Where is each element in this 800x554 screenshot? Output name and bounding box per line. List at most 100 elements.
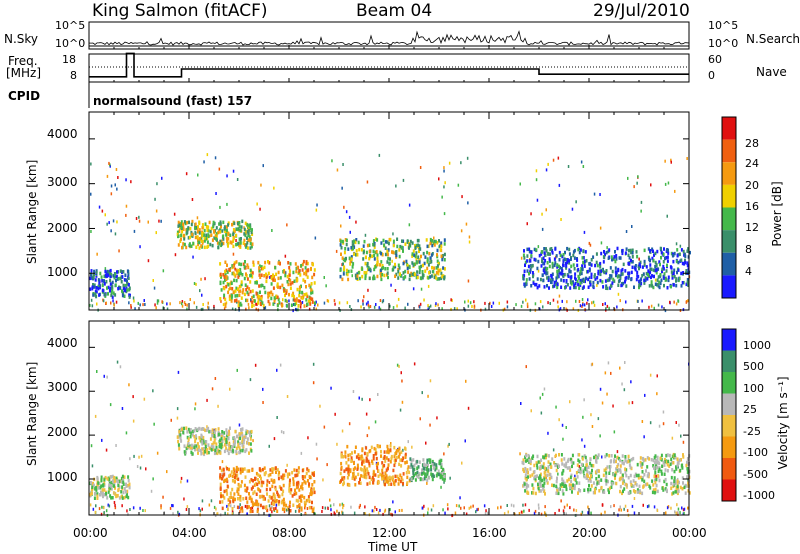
- panel1-echo-cell: [110, 480, 113, 485]
- panel0-echo-cell: [608, 278, 611, 282]
- panel1-ground-scatter: [333, 503, 335, 507]
- panel0-echo-cell: [187, 236, 190, 240]
- panel0-echo-cell: [122, 283, 125, 288]
- panel1-speckle: [425, 441, 427, 445]
- panel0-echo-cell: [638, 283, 641, 288]
- panel0-ground-scatter: [429, 304, 432, 308]
- panel1-echo-cell: [210, 444, 213, 449]
- panel0-echo-cell: [186, 228, 189, 232]
- panel1-echo-cell: [262, 495, 265, 499]
- panel0-ground-scatter: [525, 298, 527, 302]
- panel0-echo-cell: [240, 225, 243, 229]
- panel1-speckle: [525, 365, 527, 369]
- panel0-echo-cell: [109, 286, 112, 291]
- panel1-echo-cell: [661, 464, 664, 468]
- panel0-echo-cell: [524, 282, 527, 287]
- panel0-speckle: [526, 222, 528, 226]
- panel0-colorbar-segment: [722, 207, 736, 231]
- panel0-echo-cell: [240, 282, 243, 287]
- panel1-echo-cell: [524, 476, 527, 480]
- panel1-speckle: [109, 403, 112, 407]
- panel1-ground-scatter: [565, 512, 567, 516]
- cpid-value: normalsound (fast) 157: [93, 94, 253, 108]
- panel1-ground-scatter: [427, 511, 429, 515]
- panel0-echo-cell: [256, 295, 259, 299]
- panel1-echo-cell: [368, 464, 371, 468]
- panel1-speckle: [627, 457, 630, 461]
- panel0-echo-cell: [687, 270, 690, 275]
- panel0-echo-cell: [264, 290, 267, 295]
- panel0-echo-cell: [545, 247, 547, 251]
- panel0-echo-cell: [114, 283, 117, 287]
- panel1-echo-cell: [413, 463, 416, 468]
- panel1-echo-cell: [531, 456, 534, 460]
- panel0-echo-cell: [350, 246, 353, 250]
- panel1-speckle: [621, 382, 623, 386]
- panel0-speckle: [208, 234, 211, 238]
- panel0-echo-cell: [201, 226, 204, 230]
- panel0-ground-scatter: [443, 301, 445, 304]
- panel0-speckle: [203, 160, 205, 164]
- panel0-echo-cell: [436, 277, 439, 281]
- panel0-ground-scatter: [522, 300, 524, 304]
- panel1-ground-scatter: [682, 508, 685, 512]
- panel0-echo-cell: [533, 257, 536, 262]
- p2-ytick-1000: 1000: [47, 470, 78, 484]
- panel0-echo-cell: [237, 275, 240, 279]
- panel0-echo-cell: [243, 276, 246, 281]
- panel1-speckle: [201, 499, 204, 503]
- panel0-ground-scatter: [669, 300, 671, 304]
- panel1-ground-scatter: [227, 512, 229, 516]
- panel1-ground-scatter: [687, 506, 689, 510]
- panel0-echo-cell: [224, 302, 227, 306]
- panel1-echo-cell: [394, 458, 397, 462]
- panel1-ground-scatter: [185, 508, 188, 511]
- panel1-echo-cell: [293, 492, 296, 496]
- panel0-echo-cell: [398, 248, 401, 252]
- panel1-echo-cell: [357, 456, 360, 461]
- panel1-echo-cell: [213, 451, 216, 456]
- panel0-echo-cell: [541, 273, 544, 277]
- panel1-echo-cell: [391, 478, 394, 482]
- panel0-echo-cell: [373, 276, 376, 280]
- panel1-ground-scatter: [538, 506, 540, 510]
- panel1-echo-cell: [114, 486, 116, 490]
- panel0-echo-cell: [647, 273, 649, 277]
- panel1-echo-cell: [309, 492, 312, 496]
- panel1-echo-cell: [225, 440, 228, 444]
- panel1-echo-cell: [229, 473, 232, 478]
- panel0-echo-cell: [246, 263, 249, 267]
- panel1-echo-cell: [607, 488, 610, 492]
- panel0-speckle: [355, 220, 357, 224]
- panel1-echo-cell: [185, 446, 188, 451]
- panel0-echo-cell: [546, 276, 549, 280]
- panel1-echo-cell: [400, 476, 403, 480]
- panel1-echo-cell: [685, 463, 688, 468]
- panel0-speckle: [340, 224, 342, 228]
- panel0-ground-scatter: [473, 300, 475, 304]
- panel0-echo-cell: [406, 266, 409, 271]
- panel0-echo-cell: [546, 271, 549, 275]
- panel1-echo-cell: [234, 497, 236, 502]
- panel0-echo-cell: [443, 242, 446, 246]
- panel0-echo-cell: [190, 230, 193, 235]
- panel1-echo-cell: [114, 479, 117, 483]
- panel0-echo-cell: [655, 268, 658, 272]
- panel1-ground-scatter: [423, 504, 425, 508]
- panel0-echo-cell: [590, 275, 593, 280]
- panel0-speckle: [147, 220, 149, 224]
- panel0-echo-cell: [222, 237, 225, 241]
- panel0-echo-cell: [594, 263, 597, 268]
- panel1-speckle: [574, 474, 576, 478]
- panel1-echo-cell: [668, 464, 671, 468]
- panel0-echo-cell: [114, 274, 117, 279]
- panel0-echo-cell: [276, 295, 279, 300]
- panel1-echo-cell: [664, 477, 667, 482]
- panel0-echo-cell: [339, 243, 342, 247]
- panel0-echo-cell: [670, 251, 673, 256]
- panel0-speckle: [625, 230, 628, 233]
- panel0-echo-cell: [523, 282, 526, 286]
- panel0-echo-cell: [565, 266, 568, 270]
- panel1-ground-scatter: [198, 507, 200, 511]
- panel0-echo-cell: [645, 265, 648, 269]
